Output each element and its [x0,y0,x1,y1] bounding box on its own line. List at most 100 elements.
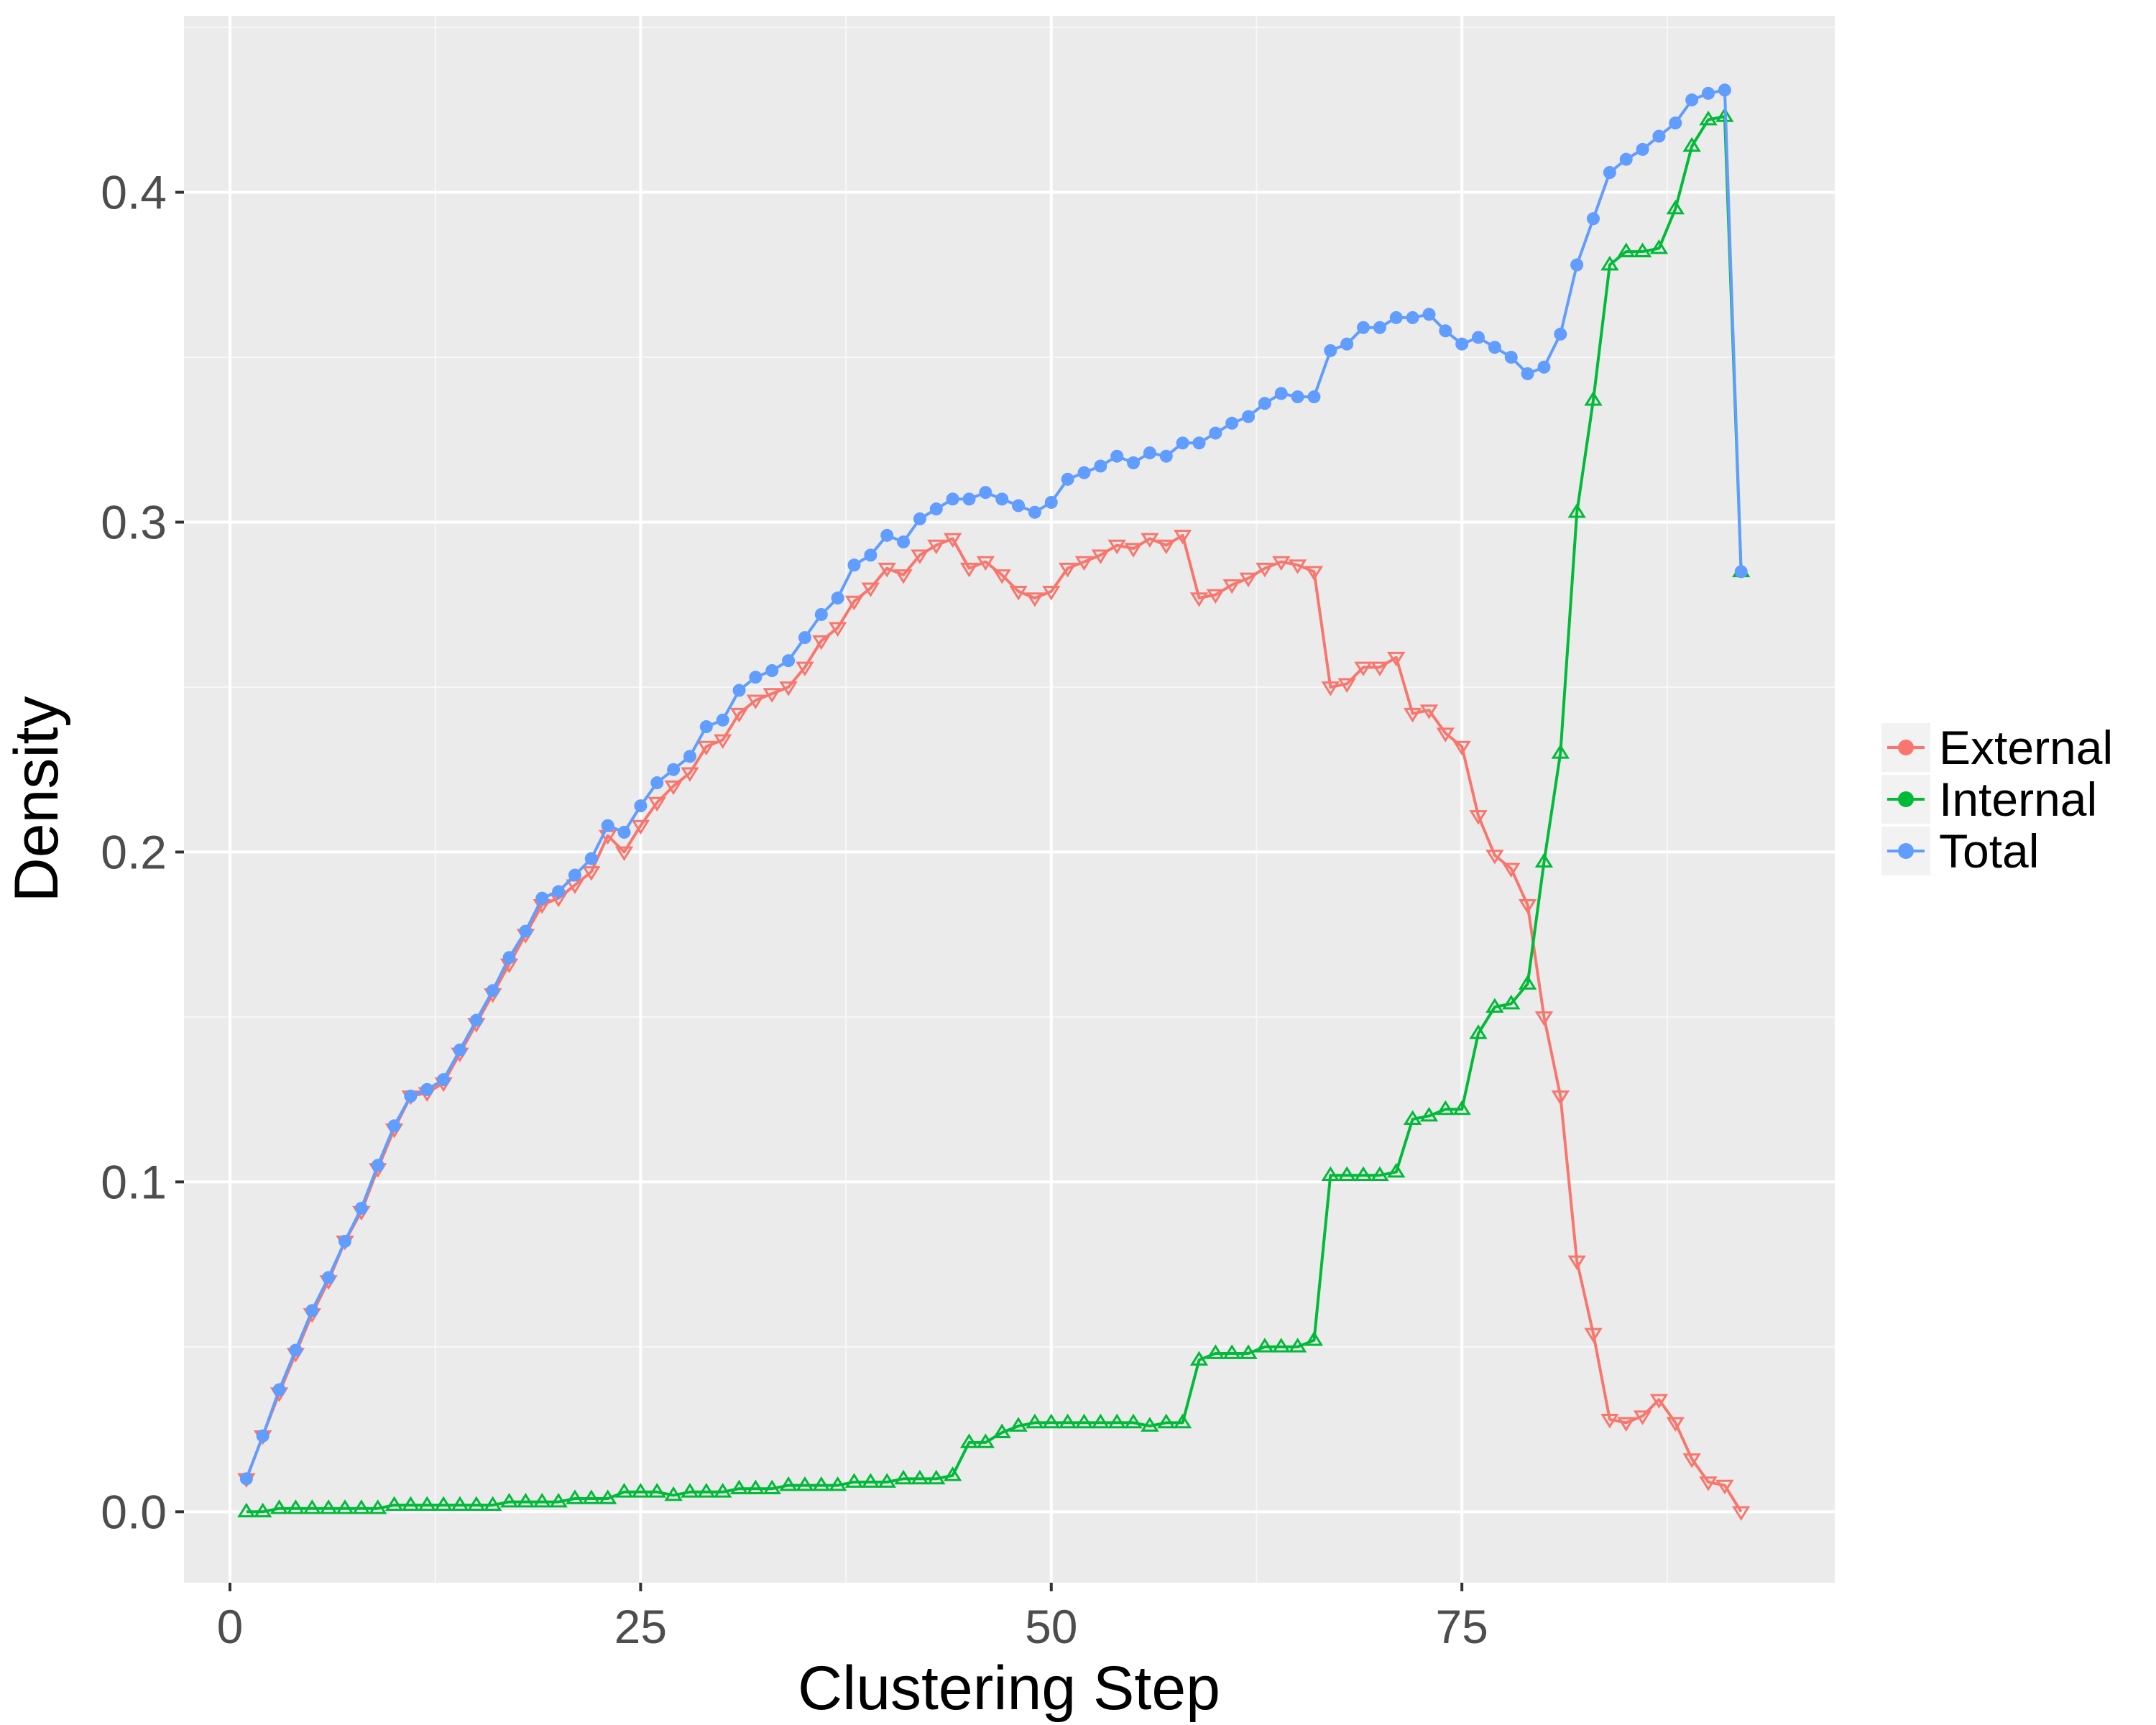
total-point [1061,472,1074,486]
internal-point [1502,994,1521,1010]
external-point [631,819,650,835]
external-point [746,694,765,709]
legend-key-external [1881,723,1930,772]
total-point [1159,449,1173,463]
total-point [979,486,992,500]
total-point [1373,321,1386,334]
internal-point [286,1499,305,1514]
legend-label-internal: Internal [1939,773,2097,826]
total-point [1209,426,1222,440]
legend-key-total [1881,827,1930,875]
legend-key-internal [1881,775,1930,824]
x-axis-title: Clustering Step [798,1654,1220,1723]
total-point [1652,129,1666,143]
internal-point [1272,1338,1291,1353]
total-point [338,1234,351,1248]
external-point [1107,539,1126,555]
internal-point [959,1433,979,1448]
internal-point [1124,1413,1143,1429]
external-point [1157,539,1176,555]
total-point [847,558,861,572]
internal-point [812,1476,831,1491]
internal-point [861,1473,880,1488]
internal-point [1337,1166,1356,1182]
internal-point [1567,503,1586,518]
internal-point [352,1499,371,1514]
internal-point [483,1496,502,1511]
internal-point [237,1502,256,1518]
total-point [1291,390,1304,404]
internal-point [1239,1344,1258,1359]
internal-point [1419,1106,1439,1122]
external-point [1288,559,1307,574]
total-point [552,885,566,898]
internal-point [779,1476,798,1491]
internal-point [566,1489,584,1504]
external-point [1732,1506,1751,1521]
external-point [943,533,962,548]
total-point [1127,456,1141,469]
total-point [1734,565,1748,579]
x-tick-label: 75 [1435,1600,1488,1653]
total-point [683,750,696,763]
external-point [1584,1328,1603,1343]
series-total [239,83,1748,1486]
external-point [1321,681,1340,696]
internal-point [746,1479,765,1495]
total-point [765,664,779,678]
external-point [1452,740,1471,756]
total-point [256,1429,270,1443]
internal-point [1600,255,1619,271]
external-point [1009,586,1028,601]
external-point [1091,549,1110,564]
external-point [1518,899,1537,914]
external-point [1222,579,1241,594]
total-point [486,984,499,998]
total-point [1439,324,1452,338]
total-point [1554,327,1567,341]
internal-point [631,1483,650,1498]
y-axis-title: Density [2,696,71,903]
internal-point [976,1433,995,1448]
total-point [1077,466,1091,479]
external-point [1551,1090,1570,1105]
internal-point [927,1469,946,1485]
internal-point [1666,199,1685,215]
external-point [582,866,601,881]
external-point [648,796,666,812]
internal-point [499,1492,519,1508]
external-point [992,569,1011,584]
external-point [1419,704,1439,719]
total-point [782,654,796,668]
internal-point [516,1492,535,1508]
minor-gridlines [184,16,1835,1583]
total-point [1028,505,1041,519]
internal-point [763,1479,781,1495]
internal-point [1141,1417,1159,1432]
total-point [749,671,763,684]
internal-point [729,1479,749,1495]
legend-label-total: Total [1939,824,2039,878]
external-point [1502,862,1521,878]
external-point [1256,562,1274,578]
external-point [1387,651,1406,667]
total-point [502,951,516,965]
legend-key-marker [1898,791,1914,807]
internal-point [697,1483,716,1498]
external-point [1682,1453,1701,1468]
total-point [1603,166,1616,179]
series-layer [237,83,1751,1521]
total-point [305,1304,319,1317]
total-point [1455,337,1469,351]
y-tick-label: 0.2 [101,825,167,878]
total-point [1570,258,1584,272]
external-point [959,562,979,578]
external-point [1370,661,1389,677]
legend-key-marker [1898,740,1914,755]
total-point [1537,360,1551,374]
total-point [880,528,894,542]
internal-point [1304,1331,1324,1346]
internal-point [336,1499,354,1514]
total-point [1389,310,1403,324]
